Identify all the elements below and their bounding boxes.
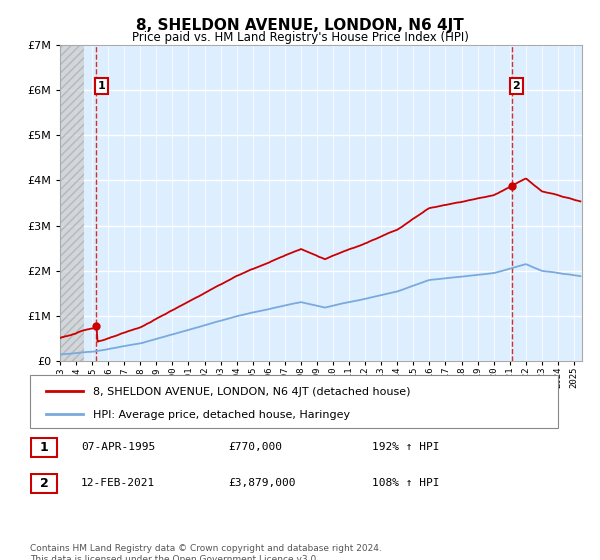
- Text: 2: 2: [40, 477, 49, 491]
- Text: 8, SHELDON AVENUE, LONDON, N6 4JT: 8, SHELDON AVENUE, LONDON, N6 4JT: [136, 18, 464, 34]
- Text: 192% ↑ HPI: 192% ↑ HPI: [372, 442, 439, 452]
- FancyBboxPatch shape: [31, 438, 58, 457]
- Bar: [60, 45, 84, 361]
- Text: 07-APR-1995: 07-APR-1995: [81, 442, 155, 452]
- Text: 108% ↑ HPI: 108% ↑ HPI: [372, 478, 439, 488]
- Text: £770,000: £770,000: [228, 442, 282, 452]
- Text: Contains HM Land Registry data © Crown copyright and database right 2024.
This d: Contains HM Land Registry data © Crown c…: [30, 544, 382, 560]
- Text: 1: 1: [97, 81, 105, 91]
- Text: 2: 2: [512, 81, 520, 91]
- FancyBboxPatch shape: [30, 375, 558, 428]
- FancyBboxPatch shape: [31, 474, 58, 493]
- Text: 12-FEB-2021: 12-FEB-2021: [81, 478, 155, 488]
- Text: 1: 1: [40, 441, 49, 454]
- Text: HPI: Average price, detached house, Haringey: HPI: Average price, detached house, Hari…: [94, 409, 350, 419]
- Text: 8, SHELDON AVENUE, LONDON, N6 4JT (detached house): 8, SHELDON AVENUE, LONDON, N6 4JT (detac…: [94, 387, 411, 397]
- Text: Price paid vs. HM Land Registry's House Price Index (HPI): Price paid vs. HM Land Registry's House …: [131, 31, 469, 44]
- Text: £3,879,000: £3,879,000: [228, 478, 296, 488]
